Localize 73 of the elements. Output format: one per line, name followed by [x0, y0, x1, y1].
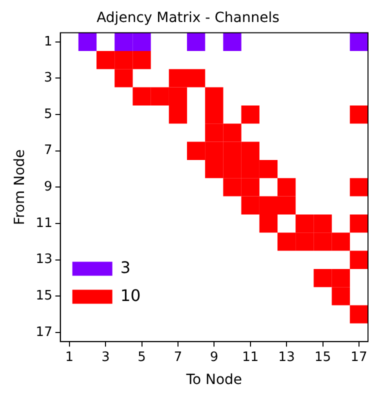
point — [241, 196, 260, 214]
point — [259, 196, 278, 214]
point — [205, 124, 224, 142]
point — [277, 196, 296, 214]
point — [241, 178, 260, 196]
point — [132, 50, 151, 70]
y-tick-label: 11 — [36, 216, 52, 231]
point — [259, 214, 278, 233]
x-axis-title: To Node — [185, 372, 242, 388]
point — [132, 87, 151, 106]
x-tick-label: 5 — [138, 350, 146, 365]
point — [150, 87, 169, 106]
point — [223, 142, 242, 160]
point — [186, 32, 206, 51]
point — [223, 32, 242, 51]
y-tick-label: 7 — [44, 143, 52, 158]
point — [350, 250, 368, 269]
point — [259, 160, 278, 178]
point — [78, 32, 97, 51]
point — [114, 69, 133, 88]
y-tick-label: 17 — [36, 324, 52, 340]
point — [296, 214, 314, 233]
legend-label: 3 — [120, 258, 131, 277]
point — [168, 87, 188, 106]
point — [332, 232, 350, 251]
x-tick-label: 11 — [242, 350, 259, 365]
point — [350, 305, 368, 324]
y-tick-label: 3 — [44, 70, 52, 86]
point — [132, 32, 151, 51]
chart-title: Adjency Matrix - Channels — [96, 10, 280, 26]
point — [314, 268, 332, 288]
x-tick-label: 15 — [314, 350, 332, 365]
y-tick-label: 5 — [44, 106, 52, 122]
point — [186, 69, 206, 88]
point — [168, 69, 188, 88]
point — [168, 105, 188, 124]
point — [241, 105, 260, 124]
y-axis-title: From Node — [12, 149, 28, 226]
point — [350, 105, 368, 124]
x-tick-label: 3 — [101, 350, 110, 365]
y-tick-label: 15 — [36, 288, 52, 304]
point — [241, 160, 260, 178]
point — [205, 142, 224, 160]
point — [223, 124, 242, 142]
x-tick-label: 1 — [65, 350, 74, 365]
point — [314, 232, 332, 251]
legend-label: 10 — [120, 286, 141, 305]
point — [186, 142, 206, 160]
point — [314, 214, 332, 233]
point — [277, 232, 296, 251]
x-tick-label: 13 — [278, 350, 295, 365]
x-tick-label: 17 — [350, 350, 368, 365]
point — [223, 178, 242, 196]
point — [205, 105, 224, 124]
point — [96, 50, 115, 70]
y-tick-label: 1 — [44, 34, 52, 50]
point — [223, 160, 242, 178]
point — [332, 287, 350, 306]
point — [114, 50, 133, 70]
y-tick-label: 9 — [44, 180, 52, 195]
point — [332, 268, 350, 288]
point — [296, 232, 314, 251]
point — [350, 178, 368, 196]
x-tick-label: 7 — [174, 350, 182, 365]
point — [277, 178, 296, 196]
point — [205, 160, 224, 178]
point — [241, 142, 260, 160]
point — [350, 32, 368, 51]
x-tick-label: 9 — [210, 350, 218, 365]
point — [350, 214, 368, 233]
y-tick-label: 13 — [36, 252, 52, 268]
point — [114, 32, 133, 51]
point — [205, 87, 224, 106]
